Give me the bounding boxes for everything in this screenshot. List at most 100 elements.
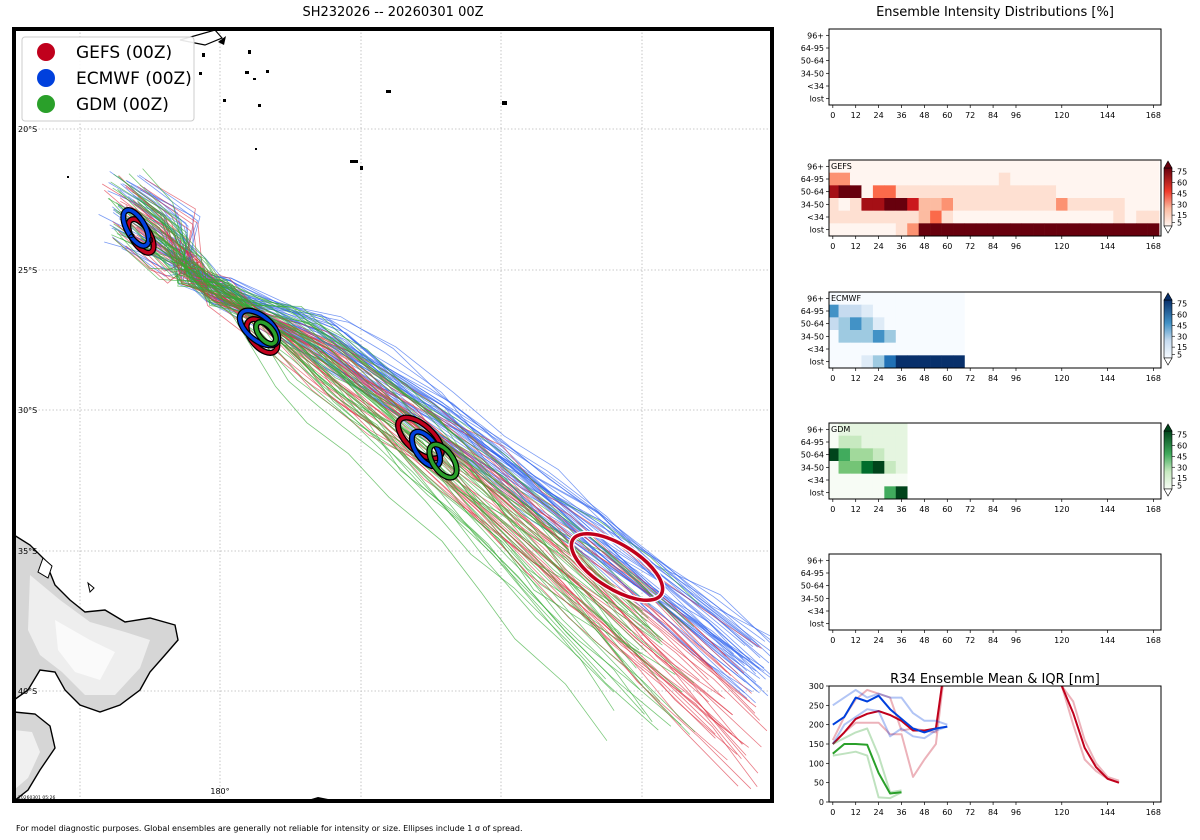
heatmap-cell	[907, 172, 919, 186]
ensemble-track	[142, 168, 621, 641]
heatmap-cell	[861, 330, 874, 343]
heatmap-cell	[829, 448, 839, 462]
heatmap-cell	[907, 223, 919, 237]
gefs-label-0: 0	[148, 236, 153, 245]
x-tick-label: 120	[1054, 374, 1069, 383]
heatmap-cell	[872, 330, 885, 343]
heatmap-cell	[895, 172, 908, 186]
heatmap-cell	[1044, 172, 1057, 186]
panel-model-label: ECMWF	[831, 294, 861, 303]
x-tick-label: 24	[874, 111, 884, 120]
heatmap-cell	[895, 435, 908, 449]
lon-label: 180°	[210, 787, 229, 796]
ensemble-track	[116, 233, 656, 638]
intensity-title: Ensemble Intensity Distributions [%]	[876, 5, 1114, 20]
heatmap-cell	[1090, 185, 1103, 199]
heatmap-cell	[918, 355, 931, 369]
intensity-panel: GEFS7560453015596+64-9550-6434-50<34lost…	[801, 159, 1187, 251]
heatmap-cell	[1010, 210, 1023, 224]
heatmap-cell	[838, 198, 851, 211]
x-tick-label: 144	[1100, 111, 1115, 120]
heatmap-cell	[829, 292, 839, 305]
heatmap-cell	[861, 423, 874, 436]
heatmap-cell	[849, 486, 862, 500]
r34-line-gefs-mean-late	[1060, 686, 1120, 784]
heatmap-cell	[1021, 223, 1034, 237]
heatmap-cell	[861, 435, 874, 449]
heatmap-cell	[1147, 185, 1160, 199]
heatmap-cell	[953, 342, 965, 356]
heatmap-cell	[918, 330, 931, 343]
heatmap-cell	[861, 355, 874, 369]
heatmap-cell	[872, 185, 885, 199]
heatmap-cell	[1136, 185, 1148, 199]
heatmap-cell	[1124, 198, 1137, 211]
heatmap-cell	[849, 448, 862, 462]
heatmap-cell	[838, 355, 851, 369]
heatmap-cell	[1090, 172, 1103, 186]
heatmap-cell	[829, 355, 839, 369]
legend: GEFS (00Z) ECMWF (00Z) GDM (00Z)	[21, 36, 195, 122]
heatmap-cell	[907, 355, 919, 369]
ensemble-track	[111, 234, 691, 735]
colorbar-tick-label: 5	[1177, 350, 1182, 359]
heatmap-cell	[895, 461, 908, 474]
heatmap-cell	[861, 292, 874, 305]
panel-frame	[828, 28, 1162, 106]
heatmap-cell	[1147, 210, 1160, 224]
heatmap-cell	[1067, 172, 1080, 186]
heatmap-cell	[884, 355, 897, 369]
heatmap-cell	[861, 317, 874, 331]
heatmap-cell	[1113, 210, 1126, 224]
heatmap-cell	[964, 160, 977, 173]
heatmap-cell	[829, 160, 839, 173]
heatmap-cell	[895, 185, 908, 199]
heatmap-cell	[1021, 185, 1034, 199]
heatmap-cell	[941, 304, 954, 318]
x-tick-label: 24	[874, 374, 884, 383]
x-tick-label: 36	[896, 636, 906, 645]
heatmap-cell	[953, 172, 965, 186]
heatmap-cell	[941, 210, 954, 224]
x-tick-label: 144	[1100, 374, 1115, 383]
heatmap-cell	[975, 185, 988, 199]
heatmap-cell	[1078, 198, 1091, 211]
heatmap-cell	[838, 210, 851, 224]
x-tick-label: 36	[896, 374, 906, 383]
x-tick-label: 120	[1054, 636, 1069, 645]
x-tick-label: 24	[874, 808, 884, 817]
intensity-panel: GDM7560453015596+64-9550-6434-50<34lost0…	[801, 422, 1187, 514]
heatmap-cell	[872, 160, 885, 173]
y-tick-label: 64-95	[801, 175, 824, 184]
x-tick-label: 84	[988, 242, 998, 251]
heatmap-cell	[1136, 210, 1148, 224]
y-tick-label: 96+	[807, 425, 824, 434]
y-tick-label: 34-50	[801, 200, 824, 209]
heatmap-cell	[930, 185, 942, 199]
heatmap-cell	[829, 461, 839, 474]
heatmap-cell	[1056, 160, 1068, 173]
intensity-panel: ECMWF7560453015596+64-9550-6434-50<34los…	[801, 291, 1187, 383]
heatmap-cell	[1078, 172, 1091, 186]
heatmap-cell	[872, 292, 885, 305]
heatmap-cell	[861, 223, 874, 237]
heatmap-cell	[872, 223, 885, 237]
legend-label-ecmwf: ECMWF (00Z)	[76, 69, 192, 89]
heatmap-cell	[930, 292, 942, 305]
heatmap-cell	[895, 473, 908, 487]
y-tick-label: <34	[807, 607, 824, 616]
x-tick-label: 0	[830, 242, 835, 251]
heatmap-cell	[907, 292, 919, 305]
x-tick-label: 120	[1054, 808, 1069, 817]
heatmap-cell	[930, 330, 942, 343]
heatmap-cell	[849, 185, 862, 199]
heatmap-cell	[849, 423, 862, 436]
heatmap-cell	[861, 185, 874, 199]
heatmap-cell	[884, 223, 897, 237]
x-tick-label: 60	[942, 505, 952, 514]
heatmap-cell	[1147, 160, 1160, 173]
heatmap-cell	[930, 342, 942, 356]
y-tick-label: 50-64	[801, 57, 824, 66]
heatmap-cell	[895, 330, 908, 343]
x-tick-label: 96	[1011, 636, 1021, 645]
